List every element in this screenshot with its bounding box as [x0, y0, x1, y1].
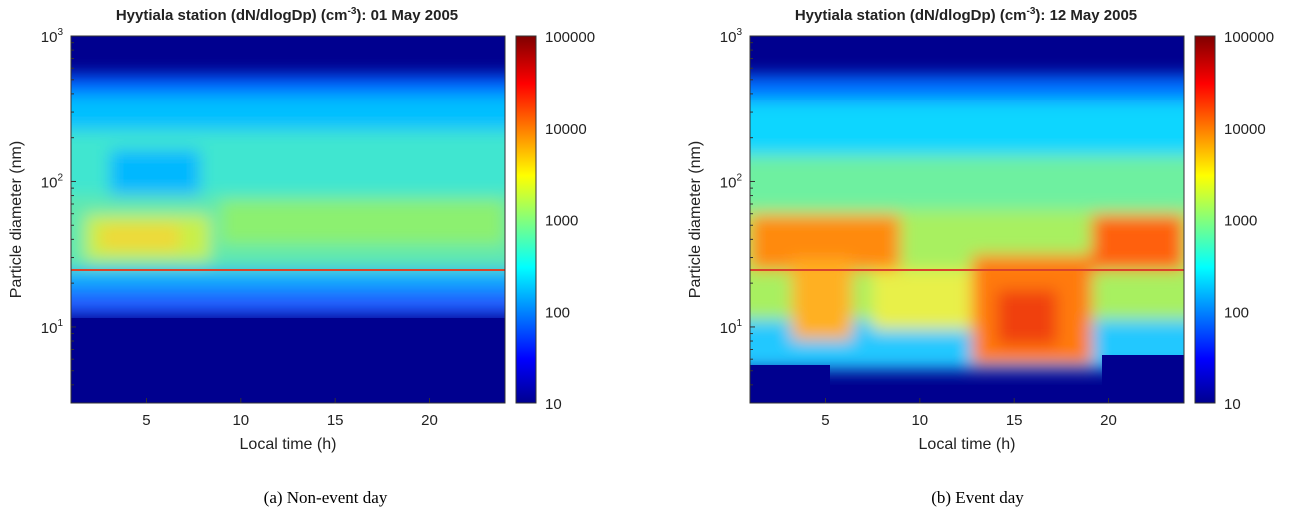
x-tick-label: 10	[911, 412, 928, 429]
chart-title: Hyytiala station (dN/dlogDp) (cm-3): 01 …	[116, 6, 458, 24]
x-tick-label: 5	[142, 412, 150, 429]
colorbar-tick-label: 100000	[1224, 29, 1274, 46]
colorbar-tick-label: 10000	[1224, 121, 1266, 138]
x-tick-label: 10	[232, 412, 249, 429]
x-tick-label: 15	[327, 412, 344, 429]
y-tick-label: 103	[41, 27, 64, 46]
y-tick-label: 103	[720, 27, 743, 46]
heatmap-chart: Hyytiala station (dN/dlogDp) (cm-3): 01 …	[8, 6, 595, 453]
colorbar-tick-label: 1000	[1224, 213, 1257, 230]
figure-caption: (b) Event day	[931, 488, 1024, 507]
y-axis-label: Particle diameter (nm)	[8, 141, 25, 298]
y-tick-label: 102	[41, 172, 64, 191]
y-tick-label: 101	[41, 318, 64, 337]
colorbar-tick-label: 100000	[545, 29, 595, 46]
y-tick-label: 102	[720, 172, 743, 191]
panel-non-event-day: Hyytiala station (dN/dlogDp) (cm-3): 01 …	[0, 0, 651, 515]
x-tick-label: 5	[821, 412, 829, 429]
y-tick-label: 101	[720, 318, 743, 337]
figure-caption: (a) Non-event day	[263, 488, 388, 507]
colorbar-tick-label: 100	[1224, 304, 1249, 321]
heatmap-chart: Hyytiala station (dN/dlogDp) (cm-3): 12 …	[687, 6, 1274, 453]
colorbar-tick-label: 10000	[545, 121, 587, 138]
x-tick-label: 20	[1100, 412, 1117, 429]
colorbar-tick-label: 10	[1224, 396, 1241, 413]
colorbar	[1194, 35, 1216, 404]
x-tick-label: 20	[421, 412, 438, 429]
panel-event-day: Hyytiala station (dN/dlogDp) (cm-3): 12 …	[652, 0, 1303, 515]
colorbar-tick-label: 100	[545, 304, 570, 321]
colorbar-tick-label: 1000	[545, 213, 578, 230]
chart-title: Hyytiala station (dN/dlogDp) (cm-3): 12 …	[795, 6, 1137, 24]
colorbar-tick-label: 10	[545, 396, 562, 413]
x-tick-label: 15	[1006, 412, 1023, 429]
y-axis-label: Particle diameter (nm)	[687, 141, 704, 298]
x-axis-label: Local time (h)	[240, 436, 337, 453]
colorbar	[515, 35, 537, 404]
x-axis-label: Local time (h)	[919, 436, 1016, 453]
